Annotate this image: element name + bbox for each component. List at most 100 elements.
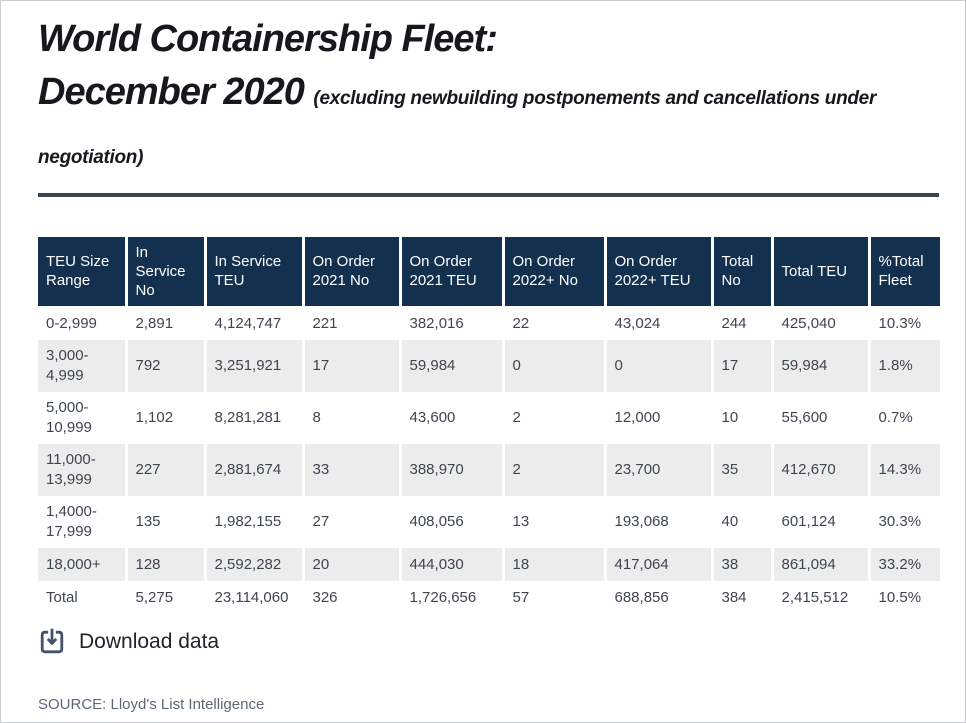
cell-r0-c1: 2,891 bbox=[126, 307, 207, 340]
cell-r4-c0: 1,4000-17,999 bbox=[38, 496, 128, 548]
cell-r5-c1: 128 bbox=[126, 548, 207, 581]
table-total-row: Total 5,275 23,114,060 326 1,726,656 57 688,85… bbox=[38, 581, 940, 614]
cell-r2-c0: 5,000-10,999 bbox=[38, 392, 128, 444]
cell-r2-c9: 0.7% bbox=[869, 392, 940, 444]
column-header-3: On Order 2021 No bbox=[303, 237, 402, 309]
cell-r1-c4: 59,984 bbox=[400, 340, 505, 392]
cell-r4-c9: 30.3% bbox=[869, 496, 940, 548]
cell-r0-c5: 22 bbox=[503, 307, 607, 340]
cell-r3-c8: 412,670 bbox=[772, 444, 871, 496]
cell-r6-c8: 2,415,512 bbox=[772, 581, 871, 614]
cell-r3-c2: 2,881,674 bbox=[205, 444, 305, 496]
cell-r3-c6: 23,700 bbox=[605, 444, 714, 496]
cell-r5-c2: 2,592,282 bbox=[205, 548, 305, 581]
column-header-6: On Order 2022+ TEU bbox=[605, 237, 714, 309]
cell-r5-c5: 18 bbox=[503, 548, 607, 581]
cell-r1-c7: 17 bbox=[712, 340, 774, 392]
fleet-table: TEU Size Range In Service No In Service TE… bbox=[38, 237, 940, 614]
cell-r3-c9: 14.3% bbox=[869, 444, 940, 496]
cell-r6-c0: Total bbox=[38, 581, 128, 614]
cell-r2-c5: 2 bbox=[503, 392, 607, 444]
column-header-7: Total No bbox=[712, 237, 774, 309]
table-body: 0-2,999 2,891 4,124,747 221 382,016 22 43,024 2… bbox=[38, 307, 940, 614]
cell-r3-c1: 227 bbox=[126, 444, 207, 496]
cell-r3-c5: 2 bbox=[503, 444, 607, 496]
cell-r5-c7: 38 bbox=[712, 548, 774, 581]
cell-r6-c5: 57 bbox=[503, 581, 607, 614]
cell-r4-c5: 13 bbox=[503, 496, 607, 548]
cell-r4-c3: 27 bbox=[303, 496, 402, 548]
column-header-0: TEU Size Range bbox=[38, 237, 128, 309]
download-label: Download data bbox=[79, 630, 220, 653]
cell-r2-c4: 43,600 bbox=[400, 392, 505, 444]
cell-r1-c3: 17 bbox=[303, 340, 402, 392]
source-credit: SOURCE: Lloyd's List Intelligence bbox=[38, 696, 265, 713]
table-row: 1,4000-17,999 135 1,982,155 27 408,056 13 193,… bbox=[38, 496, 940, 548]
title-line1: World Containership Fleet: bbox=[38, 18, 498, 60]
table-row: 11,000-13,999 227 2,881,674 33 388,970 2 23,70… bbox=[38, 444, 940, 496]
download-icon bbox=[40, 628, 64, 654]
cell-r0-c2: 4,124,747 bbox=[205, 307, 305, 340]
cell-r3-c7: 35 bbox=[712, 444, 774, 496]
cell-r1-c1: 792 bbox=[126, 340, 207, 392]
cell-r1-c0: 3,000-4,999 bbox=[38, 340, 128, 392]
cell-r5-c3: 20 bbox=[303, 548, 402, 581]
cell-r0-c9: 10.3% bbox=[869, 307, 940, 340]
cell-r1-c8: 59,984 bbox=[772, 340, 871, 392]
table-header-row: TEU Size Range In Service No In Service TE… bbox=[38, 237, 940, 309]
cell-r4-c6: 193,068 bbox=[605, 496, 714, 548]
column-header-2: In Service TEU bbox=[205, 237, 305, 309]
table-row: 18,000+ 128 2,592,282 20 444,030 18 417,064 38 8… bbox=[38, 548, 940, 581]
column-header-1: In Service No bbox=[126, 237, 207, 309]
cell-r5-c8: 861,094 bbox=[772, 548, 871, 581]
cell-r1-c2: 3,251,921 bbox=[205, 340, 305, 392]
cell-r4-c8: 601,124 bbox=[772, 496, 871, 548]
column-header-9: %Total Fleet bbox=[869, 237, 940, 309]
cell-r1-c9: 1.8% bbox=[869, 340, 940, 392]
cell-r3-c3: 33 bbox=[303, 444, 402, 496]
cell-r2-c2: 8,281,281 bbox=[205, 392, 305, 444]
column-header-5: On Order 2022+ No bbox=[503, 237, 607, 309]
download-data-button[interactable]: Download data bbox=[38, 628, 219, 656]
cell-r6-c2: 23,114,060 bbox=[205, 581, 305, 614]
cell-r2-c8: 55,600 bbox=[772, 392, 871, 444]
title-subtitle-part2: negotiation) bbox=[38, 147, 144, 168]
cell-r3-c4: 388,970 bbox=[400, 444, 505, 496]
cell-r1-c6: 0 bbox=[605, 340, 714, 392]
cell-r2-c6: 12,000 bbox=[605, 392, 714, 444]
table-row: 0-2,999 2,891 4,124,747 221 382,016 22 43,024 2… bbox=[38, 307, 940, 340]
cell-r6-c6: 688,856 bbox=[605, 581, 714, 614]
cell-r0-c8: 425,040 bbox=[772, 307, 871, 340]
cell-r0-c0: 0-2,999 bbox=[38, 307, 128, 340]
cell-r5-c4: 444,030 bbox=[400, 548, 505, 581]
column-header-8: Total TEU bbox=[772, 237, 871, 309]
cell-r4-c1: 135 bbox=[126, 496, 207, 548]
cell-r3-c0: 11,000-13,999 bbox=[38, 444, 128, 496]
cell-r5-c6: 417,064 bbox=[605, 548, 714, 581]
title-line2: December 2020 bbox=[38, 71, 314, 113]
cell-r6-c9: 10.5% bbox=[869, 581, 940, 614]
cell-r6-c1: 5,275 bbox=[126, 581, 207, 614]
cell-r6-c7: 384 bbox=[712, 581, 774, 614]
cell-r2-c1: 1,102 bbox=[126, 392, 207, 444]
cell-r5-c0: 18,000+ bbox=[38, 548, 128, 581]
cell-r6-c3: 326 bbox=[303, 581, 402, 614]
table-row: 5,000-10,999 1,102 8,281,281 8 43,600 2 12,000… bbox=[38, 392, 940, 444]
cell-r1-c5: 0 bbox=[503, 340, 607, 392]
table-row: 3,000-4,999 792 3,251,921 17 59,984 0 0 17 59,98… bbox=[38, 340, 940, 392]
cell-r6-c4: 1,726,656 bbox=[400, 581, 505, 614]
title-divider bbox=[38, 193, 939, 197]
cell-r0-c4: 382,016 bbox=[400, 307, 505, 340]
cell-r0-c3: 221 bbox=[303, 307, 402, 340]
cell-r4-c4: 408,056 bbox=[400, 496, 505, 548]
cell-r5-c9: 33.2% bbox=[869, 548, 940, 581]
cell-r2-c3: 8 bbox=[303, 392, 402, 444]
cell-r0-c7: 244 bbox=[712, 307, 774, 340]
column-header-4: On Order 2021 TEU bbox=[400, 237, 505, 309]
cell-r4-c2: 1,982,155 bbox=[205, 496, 305, 548]
title-subtitle-part1: (excluding newbuilding postponements and… bbox=[313, 88, 877, 109]
page-title: World Containership Fleet: December 2020 … bbox=[38, 13, 937, 184]
cell-r4-c7: 40 bbox=[712, 496, 774, 548]
cell-r2-c7: 10 bbox=[712, 392, 774, 444]
